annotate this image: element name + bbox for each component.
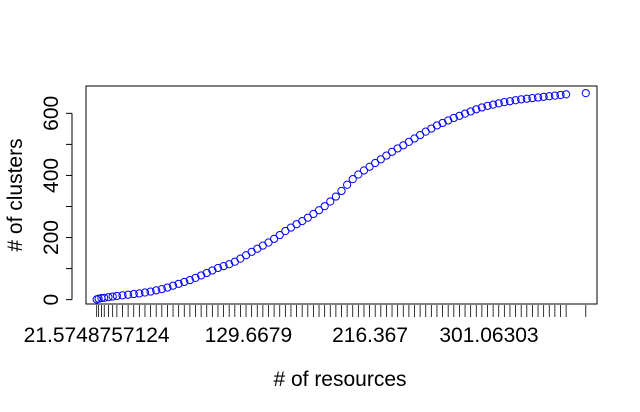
data-point — [365, 162, 374, 171]
data-point — [270, 234, 279, 243]
data-point — [348, 175, 357, 184]
data-point — [562, 90, 571, 99]
data-point — [505, 97, 515, 106]
data-point — [460, 109, 470, 118]
data-point — [152, 286, 161, 295]
data-point — [202, 268, 211, 278]
data-point — [157, 284, 166, 294]
data-point — [219, 262, 228, 271]
data-point — [112, 291, 121, 301]
data-point — [432, 121, 442, 130]
data-point — [483, 101, 492, 110]
data-point — [191, 273, 200, 283]
data-point — [135, 289, 144, 298]
data-point — [208, 266, 217, 275]
x-tick-label: 21.5748757124 — [24, 324, 170, 347]
x-tick-label: 129.6679 — [205, 324, 293, 347]
data-point — [477, 103, 486, 112]
data-point — [517, 95, 526, 104]
data-point — [466, 107, 475, 116]
data-point — [140, 288, 150, 297]
data-point — [545, 92, 554, 101]
data-point — [331, 192, 340, 201]
y-tick-label: 200 — [40, 220, 63, 255]
y-tick-label: 400 — [40, 158, 63, 193]
data-point — [168, 281, 178, 290]
data-point — [455, 111, 464, 120]
data-point — [108, 292, 117, 301]
data-point — [309, 209, 318, 219]
data-point — [533, 93, 543, 102]
x-tick-label: 301.06303 — [439, 324, 538, 347]
data-point — [129, 289, 138, 299]
x-axis-label: # of resources — [273, 368, 406, 391]
data-point — [314, 206, 324, 215]
data-point — [522, 94, 531, 103]
plot-frame — [85, 85, 598, 305]
data-point — [264, 238, 273, 247]
data-point — [371, 158, 380, 168]
data-point — [213, 263, 223, 273]
points-layer — [92, 89, 590, 304]
data-point — [124, 290, 133, 299]
data-point — [174, 279, 183, 288]
data-point — [185, 275, 194, 285]
x-axis: 21.5748757124 129.6679 216.367 301.06303 — [24, 324, 539, 347]
data-point — [303, 213, 312, 222]
data-point — [489, 100, 498, 109]
data-point — [197, 271, 206, 280]
data-point — [550, 91, 559, 100]
y-tick-label: 600 — [40, 96, 63, 131]
data-point — [539, 92, 548, 101]
data-point — [449, 113, 458, 123]
data-point — [500, 98, 509, 107]
data-point — [382, 151, 391, 160]
y-tick-label: 0 — [40, 294, 63, 306]
data-point — [343, 180, 352, 189]
x-tick-label: 216.367 — [332, 324, 408, 347]
data-point — [556, 90, 565, 100]
data-point — [104, 293, 113, 302]
data-point — [337, 186, 346, 196]
data-point — [511, 96, 520, 105]
data-point — [359, 166, 369, 175]
data-point — [320, 202, 329, 211]
data-point — [275, 230, 284, 240]
data-point — [354, 170, 363, 179]
data-point — [472, 105, 481, 114]
data-point — [528, 94, 537, 103]
data-point — [326, 197, 335, 206]
data-point — [100, 293, 109, 302]
data-point — [180, 277, 189, 287]
data-point — [118, 291, 127, 300]
y-axis-label: # of clusters — [4, 138, 27, 251]
data-point — [581, 89, 590, 98]
y-axis: 0 200 400 600 — [40, 96, 73, 306]
data-point — [494, 99, 503, 108]
data-point — [444, 116, 453, 125]
data-point — [438, 118, 447, 128]
data-point — [225, 260, 234, 269]
rug-layer — [96, 305, 587, 317]
data-point — [376, 155, 385, 164]
data-point — [163, 283, 172, 292]
data-point — [146, 287, 155, 296]
